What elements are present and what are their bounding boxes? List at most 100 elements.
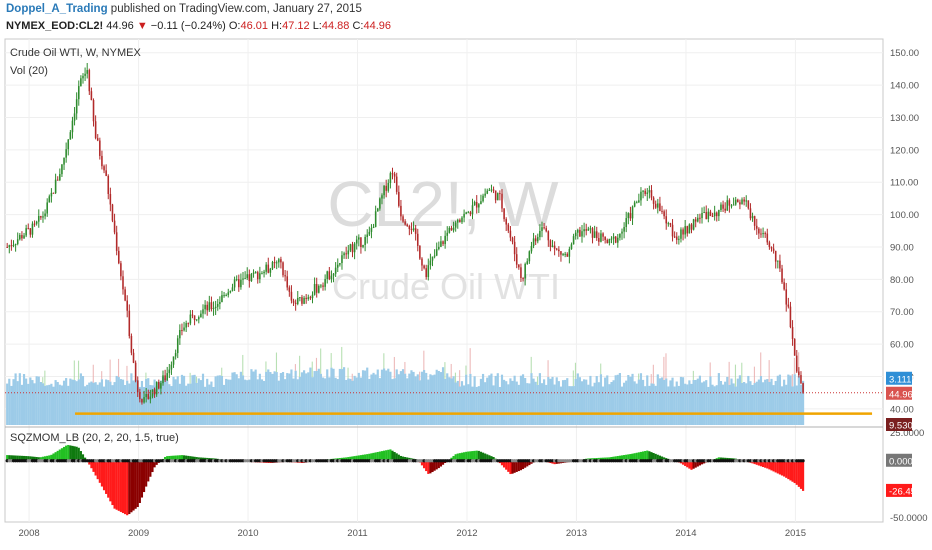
volume-bar	[180, 374, 184, 425]
volume-bar	[142, 386, 146, 425]
volume-spike	[109, 359, 111, 382]
volume-badge-text: 3.111M	[889, 374, 919, 385]
candle-body	[61, 164, 63, 175]
candle-body	[692, 219, 695, 230]
momentum-bar	[355, 455, 358, 461]
momentum-bar	[58, 449, 61, 461]
candle-body	[663, 211, 665, 217]
candle-body	[444, 235, 446, 245]
volume-spike	[454, 372, 456, 383]
volume-spike	[665, 353, 667, 379]
momentum-bar	[351, 456, 354, 461]
volume-bar	[220, 375, 224, 425]
symbol-name[interactable]: NYMEX_EOD:CL2!	[6, 20, 104, 32]
volume-spike	[652, 364, 654, 384]
candle-body	[741, 199, 743, 205]
momentum-bar	[452, 455, 455, 461]
momentum-bar	[623, 455, 626, 461]
symbol-ohlc-bar: NYMEX_EOD:CL2! 44.96 ▼ −0.11 (−0.24%) O:…	[6, 20, 391, 32]
volume-bar	[58, 384, 61, 425]
momentum-bar	[768, 460, 771, 470]
volume-spike	[73, 360, 75, 381]
volume-bar	[225, 378, 228, 425]
candle-body	[244, 278, 246, 280]
candle-body	[558, 249, 560, 252]
volume-bar	[673, 386, 676, 425]
volume-bar	[216, 375, 219, 425]
candle-body	[602, 233, 604, 237]
volume-bar	[406, 378, 409, 425]
volume-bar	[353, 375, 356, 425]
volume-bar	[368, 378, 371, 425]
volume-bar	[799, 384, 803, 425]
momentum-bar	[503, 460, 506, 468]
candle-body	[530, 245, 533, 252]
momentum-bar	[477, 450, 480, 461]
candle-body	[454, 222, 457, 228]
volume-bar	[761, 382, 765, 425]
time-axis[interactable]: 2008 2009 2010 2011 2012 2013 2014 2015	[19, 528, 806, 539]
volume-bar	[545, 384, 548, 425]
candle-body	[456, 219, 459, 223]
author-link[interactable]: Doppel_A_Trading	[6, 3, 108, 15]
candle-body	[374, 211, 377, 227]
volume-spike	[469, 348, 471, 374]
volume-bar	[298, 376, 301, 425]
candle-body	[667, 223, 670, 225]
volume-bar	[505, 381, 508, 425]
volume-bar	[726, 376, 729, 425]
volume-spike	[793, 357, 795, 375]
volume-bar	[745, 383, 748, 425]
candle-body	[486, 190, 489, 194]
candle-body	[423, 265, 425, 269]
momentum-bar	[62, 446, 66, 461]
volume-spike	[753, 366, 755, 384]
volume-bar	[149, 384, 152, 425]
candle-body	[642, 190, 644, 192]
volume-badge: 3.111M	[886, 371, 919, 385]
volume-bar	[515, 381, 518, 425]
volume-bar	[536, 384, 539, 425]
momentum-bar	[458, 453, 461, 461]
volume-bar	[570, 386, 573, 425]
candle-body	[581, 231, 583, 237]
momentum-bar	[117, 460, 120, 511]
candle-body	[56, 179, 59, 181]
candle-body	[139, 392, 141, 400]
momentum-bar	[454, 454, 457, 461]
momentum-bar	[111, 460, 114, 506]
candle-body	[103, 166, 105, 171]
volume-bar	[8, 378, 11, 425]
candle-body	[90, 91, 93, 101]
candle-body	[627, 213, 630, 219]
price-axis[interactable]: 150.00 140.00 130.00 120.00 110.00 100.00 90.0…	[890, 48, 928, 524]
volume-bar	[787, 374, 790, 425]
volume-bar	[56, 382, 59, 425]
momentum-bar	[481, 452, 485, 461]
candle-body	[751, 216, 754, 219]
candle-body	[233, 279, 236, 288]
momentum-bar	[783, 460, 786, 477]
volume-bar	[260, 379, 264, 425]
candle-body	[631, 206, 634, 219]
volume-bar	[681, 377, 685, 425]
volume-bar	[265, 371, 268, 425]
price-tick-label: 90.00	[890, 242, 914, 253]
momentum-bar	[433, 460, 436, 471]
volume-bar	[309, 367, 312, 425]
candle-body	[107, 175, 110, 194]
momentum-last-badge-bg	[886, 483, 912, 497]
volume-bar	[431, 375, 434, 425]
momentum-bar	[688, 460, 691, 469]
momentum-bar	[79, 451, 82, 461]
candle-body	[223, 295, 225, 297]
volume-bar	[357, 372, 360, 425]
candle-body	[153, 389, 156, 395]
candle-body	[507, 224, 510, 231]
volume-bar	[18, 373, 21, 425]
candle-body	[214, 306, 217, 309]
momentum-bar	[107, 460, 110, 498]
volume-bar	[244, 379, 247, 425]
candle-body	[701, 212, 703, 219]
